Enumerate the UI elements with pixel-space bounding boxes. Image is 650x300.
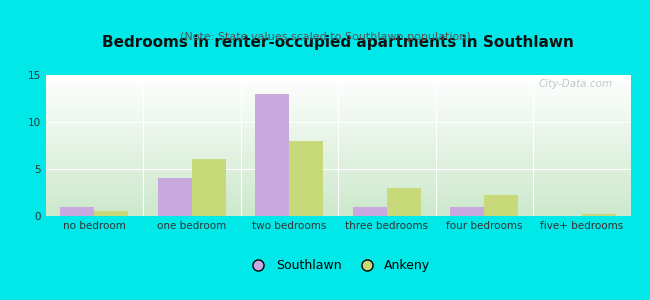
Bar — [192, 159, 226, 216]
Bar — [582, 214, 616, 216]
Bar — [255, 94, 289, 216]
Bar — [60, 207, 94, 216]
Legend: Southlawn, Ankeny: Southlawn, Ankeny — [241, 254, 435, 278]
Text: (Note: State values scaled to Southlawn population): (Note: State values scaled to Southlawn … — [179, 32, 471, 41]
Bar — [289, 141, 324, 216]
Bar — [450, 207, 484, 216]
Text: City-Data.com: City-Data.com — [539, 79, 613, 89]
Bar — [387, 188, 421, 216]
Bar — [353, 207, 387, 216]
Bar — [157, 178, 192, 216]
Title: Bedrooms in renter-occupied apartments in Southlawn: Bedrooms in renter-occupied apartments i… — [102, 35, 574, 50]
Bar — [484, 195, 519, 216]
Bar — [94, 211, 129, 216]
